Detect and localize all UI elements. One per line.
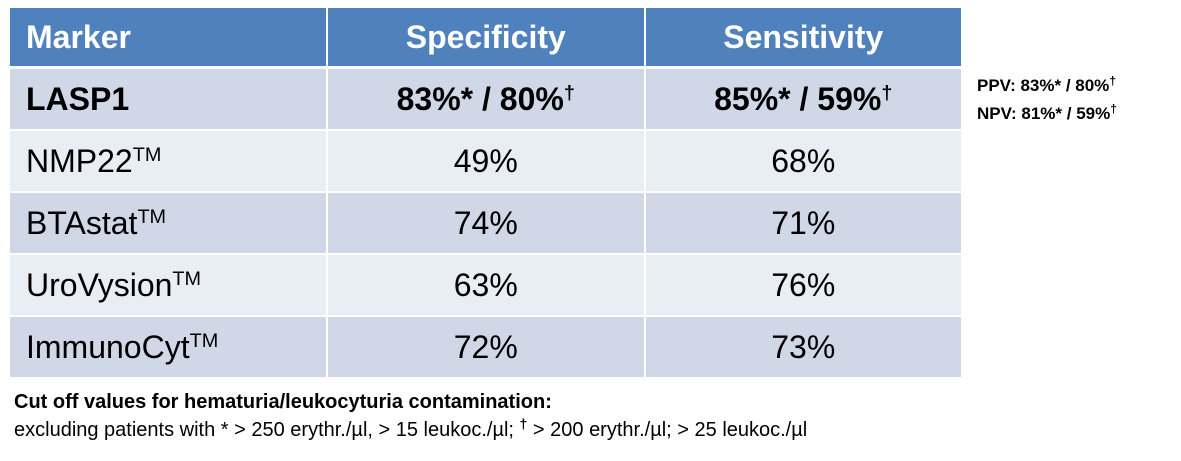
predictive-values-note: PPV: 83%* / 80%† NPV: 81%* / 59%† <box>977 72 1117 128</box>
footnote-title: Cut off values for hematuria/leukocyturi… <box>14 391 552 413</box>
trademark-sup: TM <box>137 205 167 228</box>
marker-name: ImmunoCyt <box>26 328 190 365</box>
marker-cell: LASP1 <box>8 66 328 131</box>
marker-cell: UroVysionTM <box>8 253 328 317</box>
sens-value-a: 85%* <box>714 80 791 117</box>
table-row: ImmunoCytTM 72% 73% <box>8 315 963 379</box>
marker-name: UroVysion <box>26 266 173 303</box>
specificity-cell: 49% <box>326 129 646 193</box>
trademark-sup: TM <box>172 267 202 290</box>
footnote: Cut off values for hematuria/leukocyturi… <box>14 388 807 444</box>
npv-line: NPV: 81%* / 59%† <box>977 100 1117 128</box>
ppv-text: PPV: 83%* / 80% <box>977 76 1110 95</box>
marker-name: NMP22 <box>26 142 133 179</box>
marker-name: LASP1 <box>26 80 130 117</box>
marker-cell: NMP22TM <box>8 129 328 193</box>
spec-value-b: / 80% <box>473 80 564 117</box>
npv-dagger: † <box>1110 102 1117 117</box>
specificity-cell: 72% <box>326 315 646 379</box>
sensitivity-cell: 68% <box>643 129 963 193</box>
specificity-cell: 74% <box>326 191 646 255</box>
footnote-text-a: excluding patients with * > 250 erythr./… <box>14 419 520 441</box>
spec-value-a: 83%* <box>396 80 474 117</box>
sensitivity-cell: 71% <box>643 191 963 255</box>
marker-cell: ImmunoCytTM <box>8 315 328 379</box>
sensitivity-cell: 73% <box>643 315 963 379</box>
footnote-dagger: † <box>519 415 528 432</box>
marker-comparison-table: Marker Specificity Sensitivity LASP1 83%… <box>8 6 963 379</box>
table-row: LASP1 83%* / 80%† 85%* / 59%† <box>8 66 963 131</box>
spec-dagger: † <box>563 81 575 104</box>
trademark-sup: TM <box>189 329 219 352</box>
footnote-text: excluding patients with * > 250 erythr./… <box>14 416 807 444</box>
sensitivity-cell: 85%* / 59%† <box>643 66 963 131</box>
table-header-row: Marker Specificity Sensitivity <box>8 6 963 69</box>
marker-name: BTAstat <box>26 204 138 241</box>
header-sensitivity: Sensitivity <box>643 6 963 69</box>
trademark-sup: TM <box>132 143 162 166</box>
table-row: UroVysionTM 63% 76% <box>8 253 963 317</box>
marker-cell: BTAstatTM <box>8 191 328 255</box>
ppv-dagger: † <box>1109 74 1116 89</box>
sensitivity-cell: 76% <box>643 253 963 317</box>
npv-text: NPV: 81%* / 59% <box>977 104 1111 123</box>
sens-value-b: / 59% <box>790 80 882 117</box>
header-specificity: Specificity <box>326 6 646 69</box>
header-marker: Marker <box>8 6 328 69</box>
table-row: NMP22TM 49% 68% <box>8 129 963 193</box>
sens-dagger: † <box>881 81 893 104</box>
specificity-cell: 63% <box>326 253 646 317</box>
table-row: BTAstatTM 74% 71% <box>8 191 963 255</box>
ppv-line: PPV: 83%* / 80%† <box>977 72 1117 100</box>
specificity-cell: 83%* / 80%† <box>326 66 646 131</box>
footnote-text-b: > 200 erythr./µl; > 25 leukoc./µl <box>527 419 808 441</box>
